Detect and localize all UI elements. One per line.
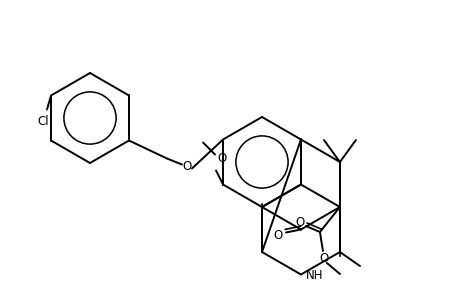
Text: NH: NH xyxy=(306,269,323,282)
Text: Cl: Cl xyxy=(37,115,49,128)
Text: O: O xyxy=(182,160,191,173)
Text: O: O xyxy=(217,152,226,165)
Text: O: O xyxy=(295,215,304,229)
Text: O: O xyxy=(319,251,328,265)
Text: O: O xyxy=(273,229,282,242)
